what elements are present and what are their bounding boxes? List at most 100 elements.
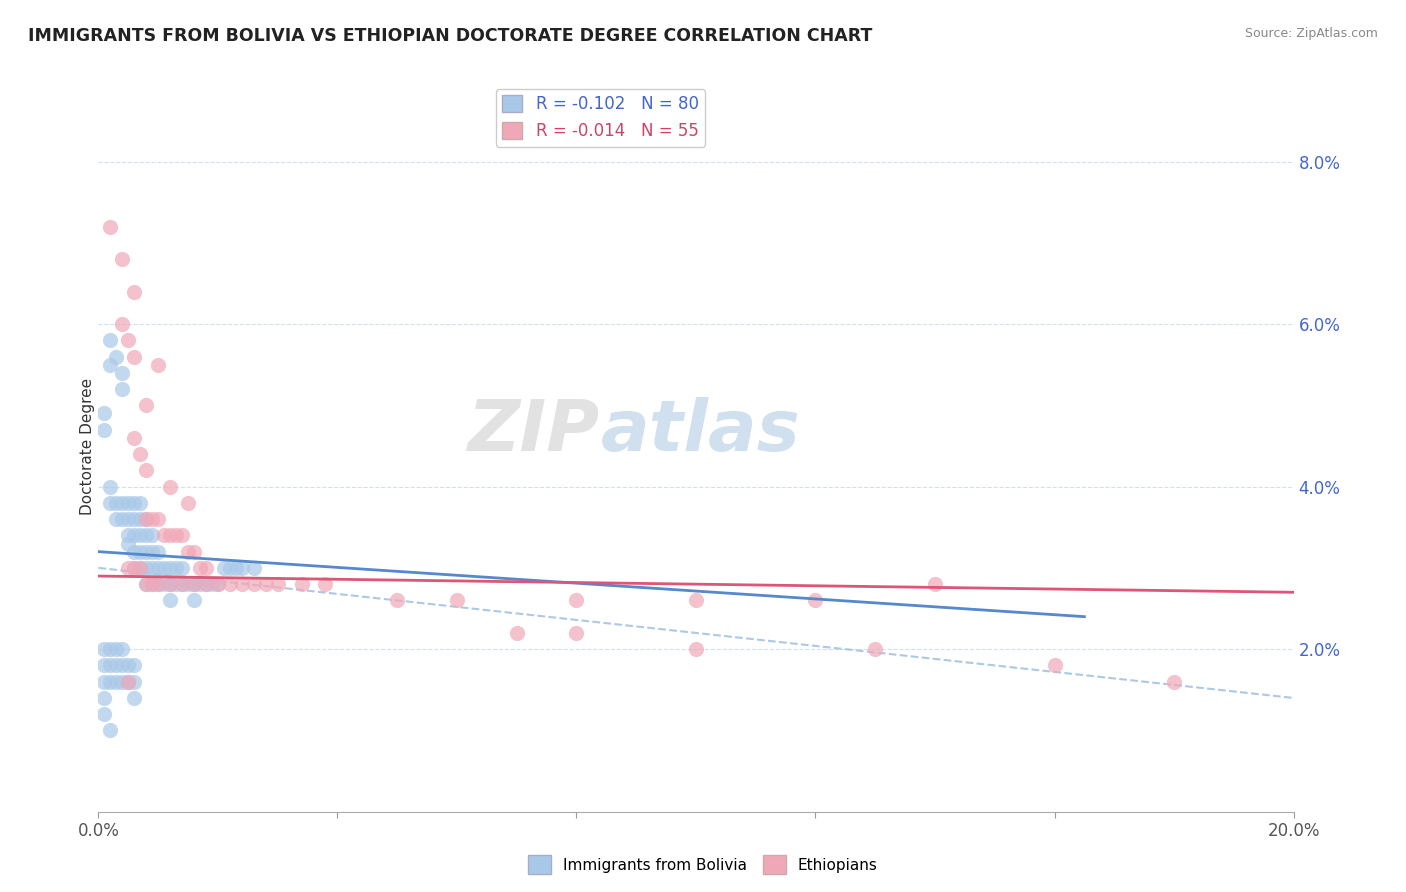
- Point: [124, 561, 146, 575]
- Point: [212, 561, 235, 575]
- Point: [207, 577, 229, 591]
- Point: [117, 536, 139, 550]
- Point: [1163, 674, 1185, 689]
- Point: [506, 626, 529, 640]
- Point: [93, 642, 115, 657]
- Point: [201, 577, 224, 591]
- Point: [98, 358, 122, 372]
- Point: [141, 577, 163, 591]
- Point: [177, 544, 200, 558]
- Point: [291, 577, 314, 591]
- Point: [117, 658, 139, 673]
- Point: [111, 496, 134, 510]
- Point: [93, 407, 115, 421]
- Point: [148, 561, 170, 575]
- Point: [446, 593, 468, 607]
- Point: [565, 593, 588, 607]
- Point: [124, 431, 146, 445]
- Text: Source: ZipAtlas.com: Source: ZipAtlas.com: [1244, 27, 1378, 40]
- Point: [195, 577, 218, 591]
- Point: [124, 674, 146, 689]
- Text: atlas: atlas: [600, 397, 800, 466]
- Point: [1043, 658, 1066, 673]
- Point: [165, 561, 187, 575]
- Point: [98, 334, 122, 348]
- Point: [865, 642, 887, 657]
- Text: IMMIGRANTS FROM BOLIVIA VS ETHIOPIAN DOCTORATE DEGREE CORRELATION CHART: IMMIGRANTS FROM BOLIVIA VS ETHIOPIAN DOC…: [28, 27, 873, 45]
- Point: [93, 707, 115, 722]
- Point: [135, 528, 157, 542]
- Point: [172, 528, 194, 542]
- Point: [111, 252, 134, 266]
- Point: [141, 561, 163, 575]
- Point: [135, 398, 157, 412]
- Point: [135, 512, 157, 526]
- Point: [93, 658, 115, 673]
- Point: [124, 528, 146, 542]
- Point: [188, 561, 211, 575]
- Point: [159, 577, 181, 591]
- Point: [129, 512, 152, 526]
- Point: [98, 496, 122, 510]
- Point: [98, 480, 122, 494]
- Point: [105, 496, 128, 510]
- Point: [129, 561, 152, 575]
- Point: [172, 561, 194, 575]
- Point: [165, 577, 187, 591]
- Point: [148, 512, 170, 526]
- Point: [117, 674, 139, 689]
- Point: [117, 512, 139, 526]
- Legend: Immigrants from Bolivia, Ethiopians: Immigrants from Bolivia, Ethiopians: [522, 849, 884, 880]
- Point: [177, 496, 200, 510]
- Point: [98, 219, 122, 234]
- Point: [105, 674, 128, 689]
- Point: [129, 496, 152, 510]
- Point: [117, 496, 139, 510]
- Point: [159, 528, 181, 542]
- Point: [98, 723, 122, 738]
- Point: [117, 674, 139, 689]
- Point: [124, 350, 146, 364]
- Point: [135, 577, 157, 591]
- Point: [172, 577, 194, 591]
- Point: [111, 317, 134, 331]
- Point: [105, 350, 128, 364]
- Point: [159, 577, 181, 591]
- Point: [183, 544, 205, 558]
- Point: [159, 480, 181, 494]
- Point: [225, 561, 247, 575]
- Point: [135, 463, 157, 477]
- Point: [111, 366, 134, 380]
- Point: [177, 577, 200, 591]
- Point: [804, 593, 827, 607]
- Point: [188, 577, 211, 591]
- Point: [385, 593, 409, 607]
- Point: [219, 561, 242, 575]
- Point: [124, 285, 146, 299]
- Point: [153, 577, 176, 591]
- Point: [105, 512, 128, 526]
- Point: [105, 658, 128, 673]
- Point: [105, 642, 128, 657]
- Point: [124, 512, 146, 526]
- Point: [124, 658, 146, 673]
- Point: [148, 577, 170, 591]
- Point: [315, 577, 337, 591]
- Point: [93, 690, 115, 705]
- Point: [98, 658, 122, 673]
- Point: [141, 544, 163, 558]
- Point: [141, 512, 163, 526]
- Point: [172, 577, 194, 591]
- Point: [165, 528, 187, 542]
- Point: [195, 577, 218, 591]
- Point: [219, 577, 242, 591]
- Point: [141, 528, 163, 542]
- Point: [159, 561, 181, 575]
- Point: [124, 544, 146, 558]
- Point: [111, 674, 134, 689]
- Point: [111, 382, 134, 396]
- Point: [135, 544, 157, 558]
- Point: [148, 577, 170, 591]
- Point: [267, 577, 290, 591]
- Point: [117, 334, 139, 348]
